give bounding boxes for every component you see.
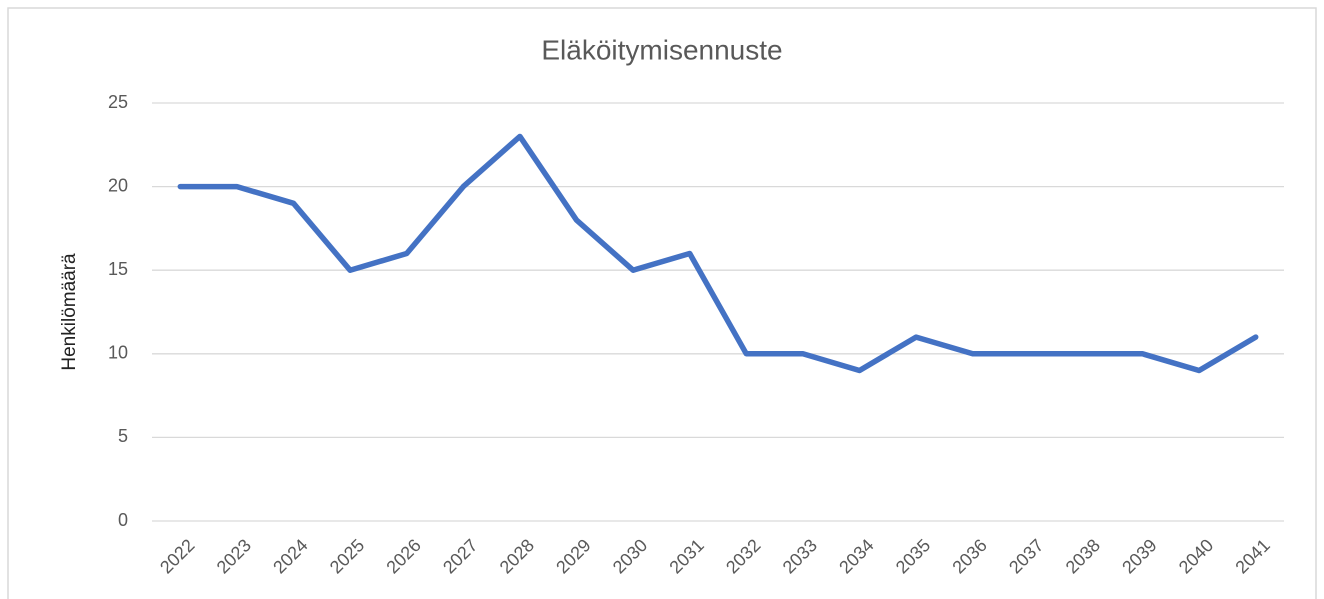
chart-title: Eläköitymisennuste	[541, 34, 782, 65]
y-tick-label: 5	[118, 426, 128, 446]
y-axis-label: Henkilömäärä	[59, 253, 80, 371]
chart-border	[7, 7, 1317, 599]
y-tick-label: 0	[118, 510, 128, 530]
y-tick-label: 15	[108, 259, 128, 279]
y-tick-label: 25	[108, 92, 128, 112]
y-tick-label: 20	[108, 175, 128, 195]
line	[177, 133, 1259, 374]
y-tick-label: 10	[108, 343, 128, 363]
